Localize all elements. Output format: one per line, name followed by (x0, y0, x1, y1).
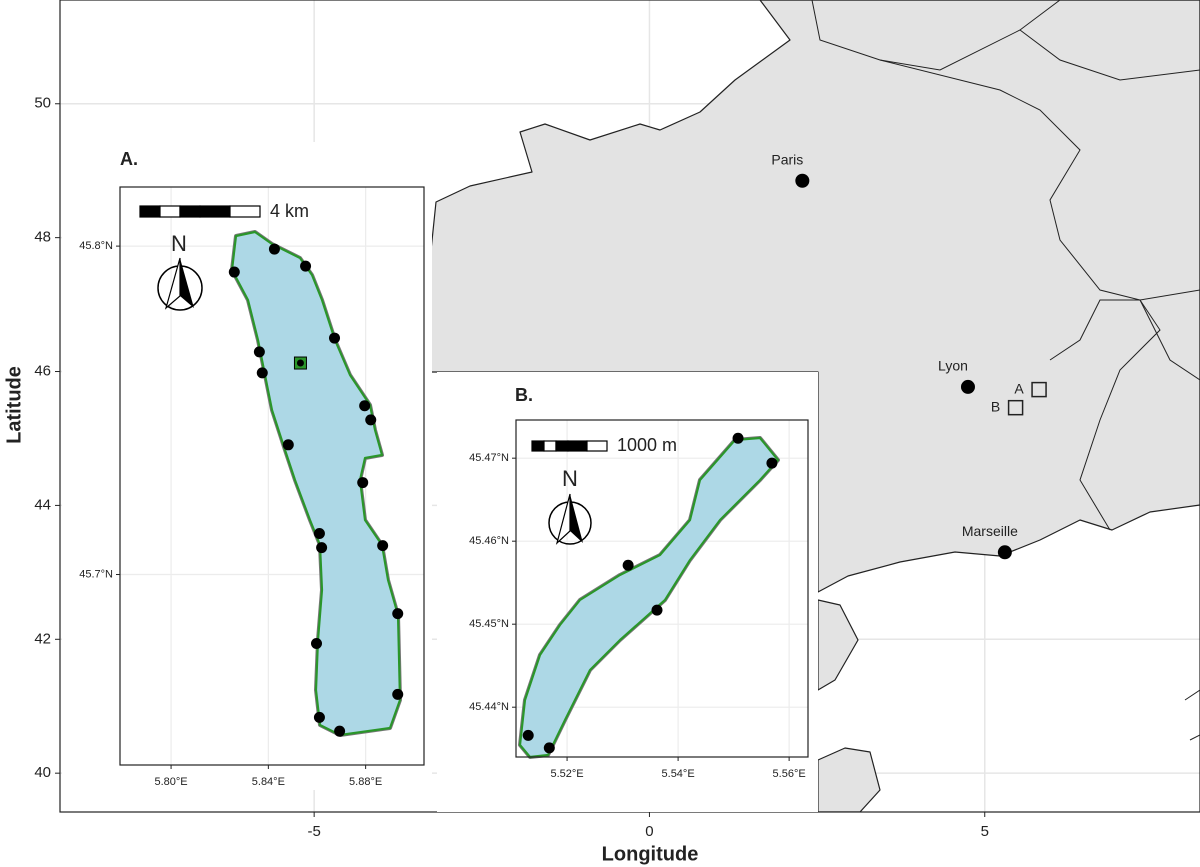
y-axis-title: Latitude (3, 366, 25, 444)
sample-point (543, 742, 555, 754)
sample-point (522, 729, 534, 741)
x-tick-label: 5.84°E (252, 776, 285, 788)
y-tick-label: 46 (34, 362, 51, 379)
y-tick-label: 45.7°N (79, 568, 113, 580)
sample-point (300, 260, 312, 272)
city-point (960, 379, 975, 394)
africa-land (817, 747, 881, 812)
country-border (811, 0, 1061, 71)
country-border (1139, 299, 1200, 381)
north-arrow (548, 493, 592, 545)
country-border (1049, 299, 1161, 531)
sample-point (334, 725, 346, 737)
city-label: Marseille (962, 523, 1018, 539)
sample-point (253, 346, 265, 358)
y-tick-label: 40 (34, 764, 51, 781)
inset-a: 4 km N A. 5.80°E 5.84°E 5.88°E 45.8°N 45.7°N (62, 142, 432, 790)
x-tick-label: 5.56°E (773, 768, 806, 780)
city-point (795, 173, 810, 188)
country-border (1184, 689, 1200, 741)
country-border (1019, 29, 1200, 81)
sample-point (357, 477, 369, 489)
y-tick-label: 45.46°N (469, 535, 509, 547)
x-axis-title: Longitude (602, 843, 699, 865)
city-label: Paris (771, 151, 803, 167)
x-tick-label: 5 (981, 823, 989, 840)
sample-point (329, 332, 341, 344)
scale-bar (531, 440, 608, 452)
sample-point (313, 527, 325, 539)
scale-bar (139, 205, 261, 218)
y-tick-label: 44 (34, 496, 51, 513)
y-tick-label: 45.44°N (469, 701, 509, 713)
scale-label: 1000 m (617, 435, 677, 455)
sample-point (359, 400, 371, 412)
scale-label: 4 km (270, 201, 309, 221)
site-marker (1007, 399, 1024, 416)
sample-point (365, 414, 377, 426)
sample-point (651, 604, 663, 616)
north-arrow (157, 257, 203, 311)
x-tick-label: 5.54°E (662, 768, 695, 780)
inset-frame (119, 186, 425, 766)
x-tick-label: 5.88°E (349, 776, 382, 788)
country-border (879, 59, 1200, 301)
sample-point (732, 432, 744, 444)
y-tick-label: 45.8°N (79, 240, 113, 252)
y-tick-label: 50 (34, 95, 51, 112)
shoreline (518, 436, 780, 759)
x-tick-label: 5.80°E (154, 776, 187, 788)
x-tick-label: -5 (307, 823, 320, 840)
y-tick-label: 45.47°N (469, 452, 509, 464)
sampling-site-dot (296, 359, 304, 367)
north-label: N (171, 231, 187, 256)
sample-point (392, 688, 404, 700)
sample-point (377, 540, 389, 552)
inset-frame (515, 419, 809, 758)
sample-point (256, 367, 268, 379)
sample-point (282, 439, 294, 451)
sample-point (313, 711, 325, 723)
site-label: A (1014, 380, 1024, 396)
sample-point (316, 542, 328, 554)
site-label: B (991, 398, 1000, 414)
inset-b: 1000 m N B. 5.52°E 5.54°E 5.56°E 45.47°N 45.… (437, 372, 818, 812)
north-label: N (562, 466, 578, 491)
x-tick-label: 0 (645, 823, 653, 840)
x-tick-label: 5.52°E (550, 768, 583, 780)
site-marker (1031, 381, 1047, 398)
inset-title: A. (120, 149, 138, 169)
sample-point (622, 559, 634, 571)
sample-point (766, 457, 778, 469)
sample-point (268, 243, 280, 255)
city-label: Lyon (938, 358, 968, 374)
main-markers: Paris Lyon Marseille AB (771, 151, 1047, 560)
sample-point (392, 608, 404, 620)
shoreline (230, 230, 402, 737)
sample-point (311, 637, 323, 649)
y-tick-label: 48 (34, 229, 51, 246)
y-tick-label: 45.45°N (469, 618, 509, 630)
inset-title: B. (515, 385, 533, 405)
y-tick-label: 42 (34, 630, 51, 647)
sample-point (228, 266, 240, 278)
city-point (997, 545, 1012, 560)
